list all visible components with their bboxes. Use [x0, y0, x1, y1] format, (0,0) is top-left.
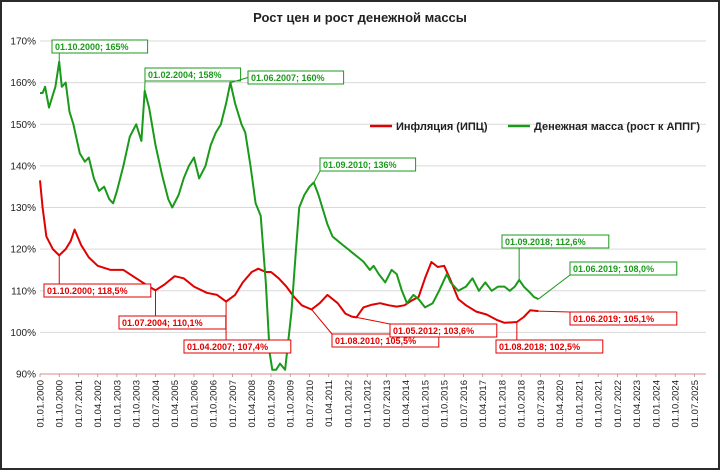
- x-tick-label: 01.01.2000: [36, 380, 47, 428]
- x-tick-label: 01.04.2017: [478, 380, 489, 428]
- x-tick-label: 01.10.2012: [363, 380, 374, 428]
- x-tick-label: 01.04.2011: [324, 380, 335, 427]
- x-tick-label: 01.04.2005: [170, 380, 181, 428]
- x-tick-label: 01.01.2003: [112, 380, 123, 428]
- y-tick-label: 120%: [10, 245, 36, 256]
- annotation-label: 01.09.2010; 136%: [323, 160, 397, 170]
- annotation-label: 01.09.2018; 112,6%: [505, 237, 586, 247]
- annotation-box: [183, 339, 292, 354]
- y-tick-label: 150%: [10, 120, 36, 131]
- x-tick-label: 01.04.2023: [632, 380, 643, 428]
- annotation-box: [51, 39, 149, 54]
- annotation-label: 01.08.2010; 105,5%: [335, 336, 416, 346]
- annotation-label: 01.05.2012; 103,6%: [393, 326, 474, 336]
- annotation-leader: [538, 310, 571, 313]
- y-tick-label: 110%: [11, 286, 36, 297]
- x-tick-label: 01.01.2024: [651, 380, 662, 428]
- x-tick-label: 01.10.2021: [594, 380, 605, 428]
- x-tick-label: 01.07.2007: [228, 380, 239, 428]
- annotation-leader: [356, 316, 391, 325]
- x-tick-label: 01.01.2006: [189, 380, 200, 428]
- chart-title: Рост цен и рост денежной массы: [253, 10, 467, 25]
- y-tick-label: 140%: [10, 161, 36, 172]
- annotation-box: [319, 157, 417, 172]
- annotation-label: 01.06.2019; 108,0%: [573, 264, 654, 274]
- x-tick-label: 01.04.2008: [247, 380, 258, 428]
- x-tick-label: 01.10.2018: [517, 380, 528, 428]
- y-tick-label: 130%: [10, 203, 36, 214]
- x-tick-label: 01.04.2002: [93, 380, 104, 428]
- x-tick-label: 01.07.2016: [459, 380, 470, 428]
- x-tick-label: 01.01.2018: [497, 380, 508, 428]
- annotation-box: [495, 339, 604, 354]
- annotation-label: 01.10.2000; 118,5%: [47, 286, 128, 296]
- x-tick-label: 01.10.2000: [55, 380, 66, 428]
- x-tick-label: 01.10.2009: [286, 380, 297, 428]
- x-tick-label: 01.04.2014: [401, 380, 412, 428]
- y-tick-label: 170%: [10, 37, 36, 48]
- annotation-label: 01.02.2004; 158%: [148, 70, 222, 80]
- annotation-box: [569, 261, 678, 276]
- x-tick-label: 01.01.2021: [574, 380, 585, 428]
- x-tick-label: 01.10.2003: [132, 380, 143, 428]
- x-tick-label: 01.10.2006: [209, 380, 220, 428]
- annotation-label: 01.10.2000; 165%: [55, 42, 129, 52]
- annotation-label: 01.08.2018; 102,5%: [499, 342, 580, 352]
- x-tick-label: 01.07.2001: [74, 380, 85, 428]
- y-tick-label: 100%: [10, 328, 36, 339]
- annotation-box: [569, 311, 678, 326]
- x-tick-label: 01.07.2019: [536, 380, 547, 428]
- x-tick-label: 01.07.2010: [305, 380, 316, 428]
- annotation-leader: [313, 170, 321, 183]
- annotation-box: [247, 70, 345, 85]
- annotation-label: 01.06.2007; 160%: [251, 73, 325, 83]
- x-tick-label: 01.07.2004: [151, 380, 162, 428]
- series-lines: [39, 60, 539, 371]
- legend-label-inflation: Инфляция (ИПЦ): [396, 121, 488, 133]
- y-tick-label: 160%: [10, 78, 36, 89]
- x-tick-label: 01.07.2025: [690, 380, 701, 428]
- legend: Инфляция (ИПЦ) Денежная масса (рост к АП…: [370, 121, 700, 133]
- series-line-money-supply: [40, 60, 539, 371]
- x-tick-label: 01.07.2013: [382, 380, 393, 428]
- annotation-label: 01.04.2007; 107,4%: [187, 342, 268, 352]
- annotation-box: [501, 234, 610, 249]
- data-annotations: 01.10.2000; 165% 01.02.2004; 158% 01.06.20…: [43, 39, 678, 354]
- annotation-leader: [311, 309, 333, 335]
- grid-lines: [40, 40, 706, 375]
- x-tick-label: 01.01.2015: [420, 380, 431, 428]
- annotation-label: 01.06.2019; 105,1%: [573, 314, 654, 324]
- y-axis-ticks: 90% 100% 110% 120% 130% 140% 150% 160% 170%: [10, 37, 36, 381]
- x-tick-label: 01.07.2022: [613, 380, 624, 428]
- annotation-box: [389, 323, 498, 338]
- annotation-label: 01.07.2004; 110,1%: [122, 318, 203, 328]
- x-axis-ticks: 01.01.2000 01.10.2000 01.07.2001 01.04.2002…: [36, 374, 701, 428]
- y-tick-label: 90%: [16, 370, 36, 381]
- series-line-inflation: [39, 180, 539, 324]
- x-tick-label: 01.01.2012: [343, 380, 354, 428]
- x-tick-label: 01.04.2020: [555, 380, 566, 428]
- x-tick-label: 01.10.2024: [671, 380, 682, 428]
- annotation-leader: [230, 77, 249, 84]
- x-tick-label: 01.10.2015: [440, 380, 451, 428]
- legend-label-money-supply: Денежная масса (рост к АППГ): [534, 121, 700, 133]
- annotation-box: [144, 67, 242, 82]
- annotation-leader: [538, 274, 571, 300]
- annotation-box: [43, 283, 152, 298]
- x-tick-label: 01.01.2009: [266, 380, 277, 428]
